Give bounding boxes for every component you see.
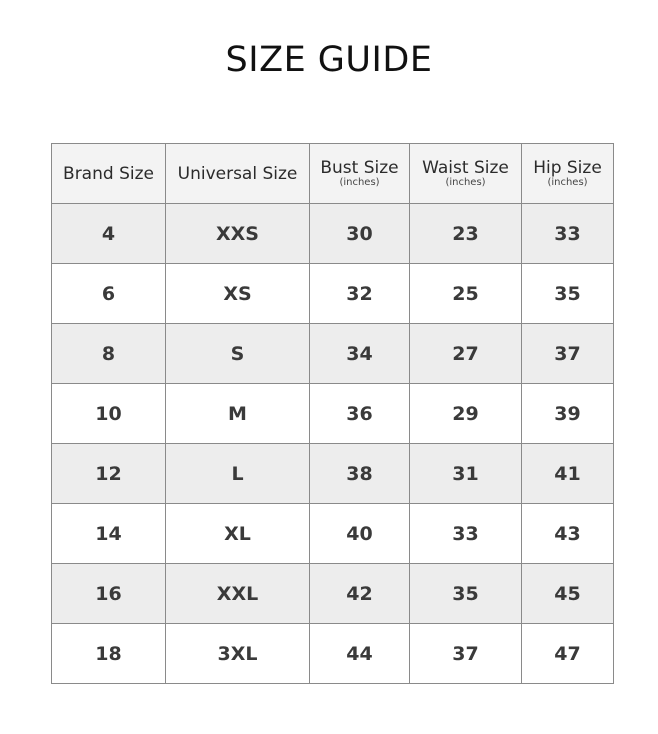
column-header-label: Brand Size [63,163,154,184]
table-cell: 32 [309,263,410,324]
column-header: Waist Size (inches) [409,143,522,204]
table-cell: 30 [309,203,410,264]
table-cell: 25 [409,263,522,324]
table-cell: 18 [51,623,166,684]
table-cell: 40 [309,503,410,564]
column-header: Bust Size (inches) [309,143,410,204]
table-cell: 33 [521,203,614,264]
table-cell: 47 [521,623,614,684]
table-cell: 10 [51,383,166,444]
column-header: Hip Size (inches) [521,143,614,204]
table-cell: 12 [51,443,166,504]
table-cell: XL [165,503,310,564]
table-cell: 45 [521,563,614,624]
table-cell: 35 [521,263,614,324]
column-header-label: Waist Size [422,158,509,178]
table-row: 8 S 34 27 37 [51,323,614,384]
column-header-label: Universal Size [177,163,298,184]
table-cell: 31 [409,443,522,504]
table-cell: 38 [309,443,410,504]
table-row: 18 3XL 44 37 47 [51,623,614,684]
table-cell: 37 [409,623,522,684]
column-header-unit: (inches) [547,177,588,188]
column-header-label: Hip Size [533,158,602,178]
table-cell: 3XL [165,623,310,684]
table-cell: 44 [309,623,410,684]
table-cell: 4 [51,203,166,264]
table-cell: 42 [309,563,410,624]
table-cell: 34 [309,323,410,384]
column-header-unit: (inches) [445,177,486,188]
table-row: 6 XS 32 25 35 [51,263,614,324]
table-cell: 41 [521,443,614,504]
table-cell: XXS [165,203,310,264]
table-cell: 23 [409,203,522,264]
column-header: Brand Size [51,143,166,204]
table-cell: 29 [409,383,522,444]
table-row: 4 XXS 30 23 33 [51,203,614,264]
table-cell: 27 [409,323,522,384]
table-cell: XXL [165,563,310,624]
table-row: 12 L 38 31 41 [51,443,614,504]
table-row: 14 XL 40 33 43 [51,503,614,564]
table-cell: XS [165,263,310,324]
column-header-unit: (inches) [339,177,380,188]
table-cell: 39 [521,383,614,444]
table-cell: 36 [309,383,410,444]
page-title: SIZE GUIDE [225,40,433,80]
header-row: Brand Size Universal Size Bust Size (inches… [51,143,614,204]
table-row: 16 XXL 42 35 45 [51,563,614,624]
table-cell: 35 [409,563,522,624]
table-cell: 16 [51,563,166,624]
size-guide-table: Brand Size Universal Size Bust Size (inches… [51,143,614,684]
table-cell: 14 [51,503,166,564]
table-cell: L [165,443,310,504]
table-cell: 33 [409,503,522,564]
table-cell: S [165,323,310,384]
column-header-label: Bust Size [320,158,399,178]
table-cell: 37 [521,323,614,384]
column-header: Universal Size [165,143,310,204]
table-cell: 43 [521,503,614,564]
table-row: 10 M 36 29 39 [51,383,614,444]
table-cell: M [165,383,310,444]
table-cell: 8 [51,323,166,384]
table-cell: 6 [51,263,166,324]
